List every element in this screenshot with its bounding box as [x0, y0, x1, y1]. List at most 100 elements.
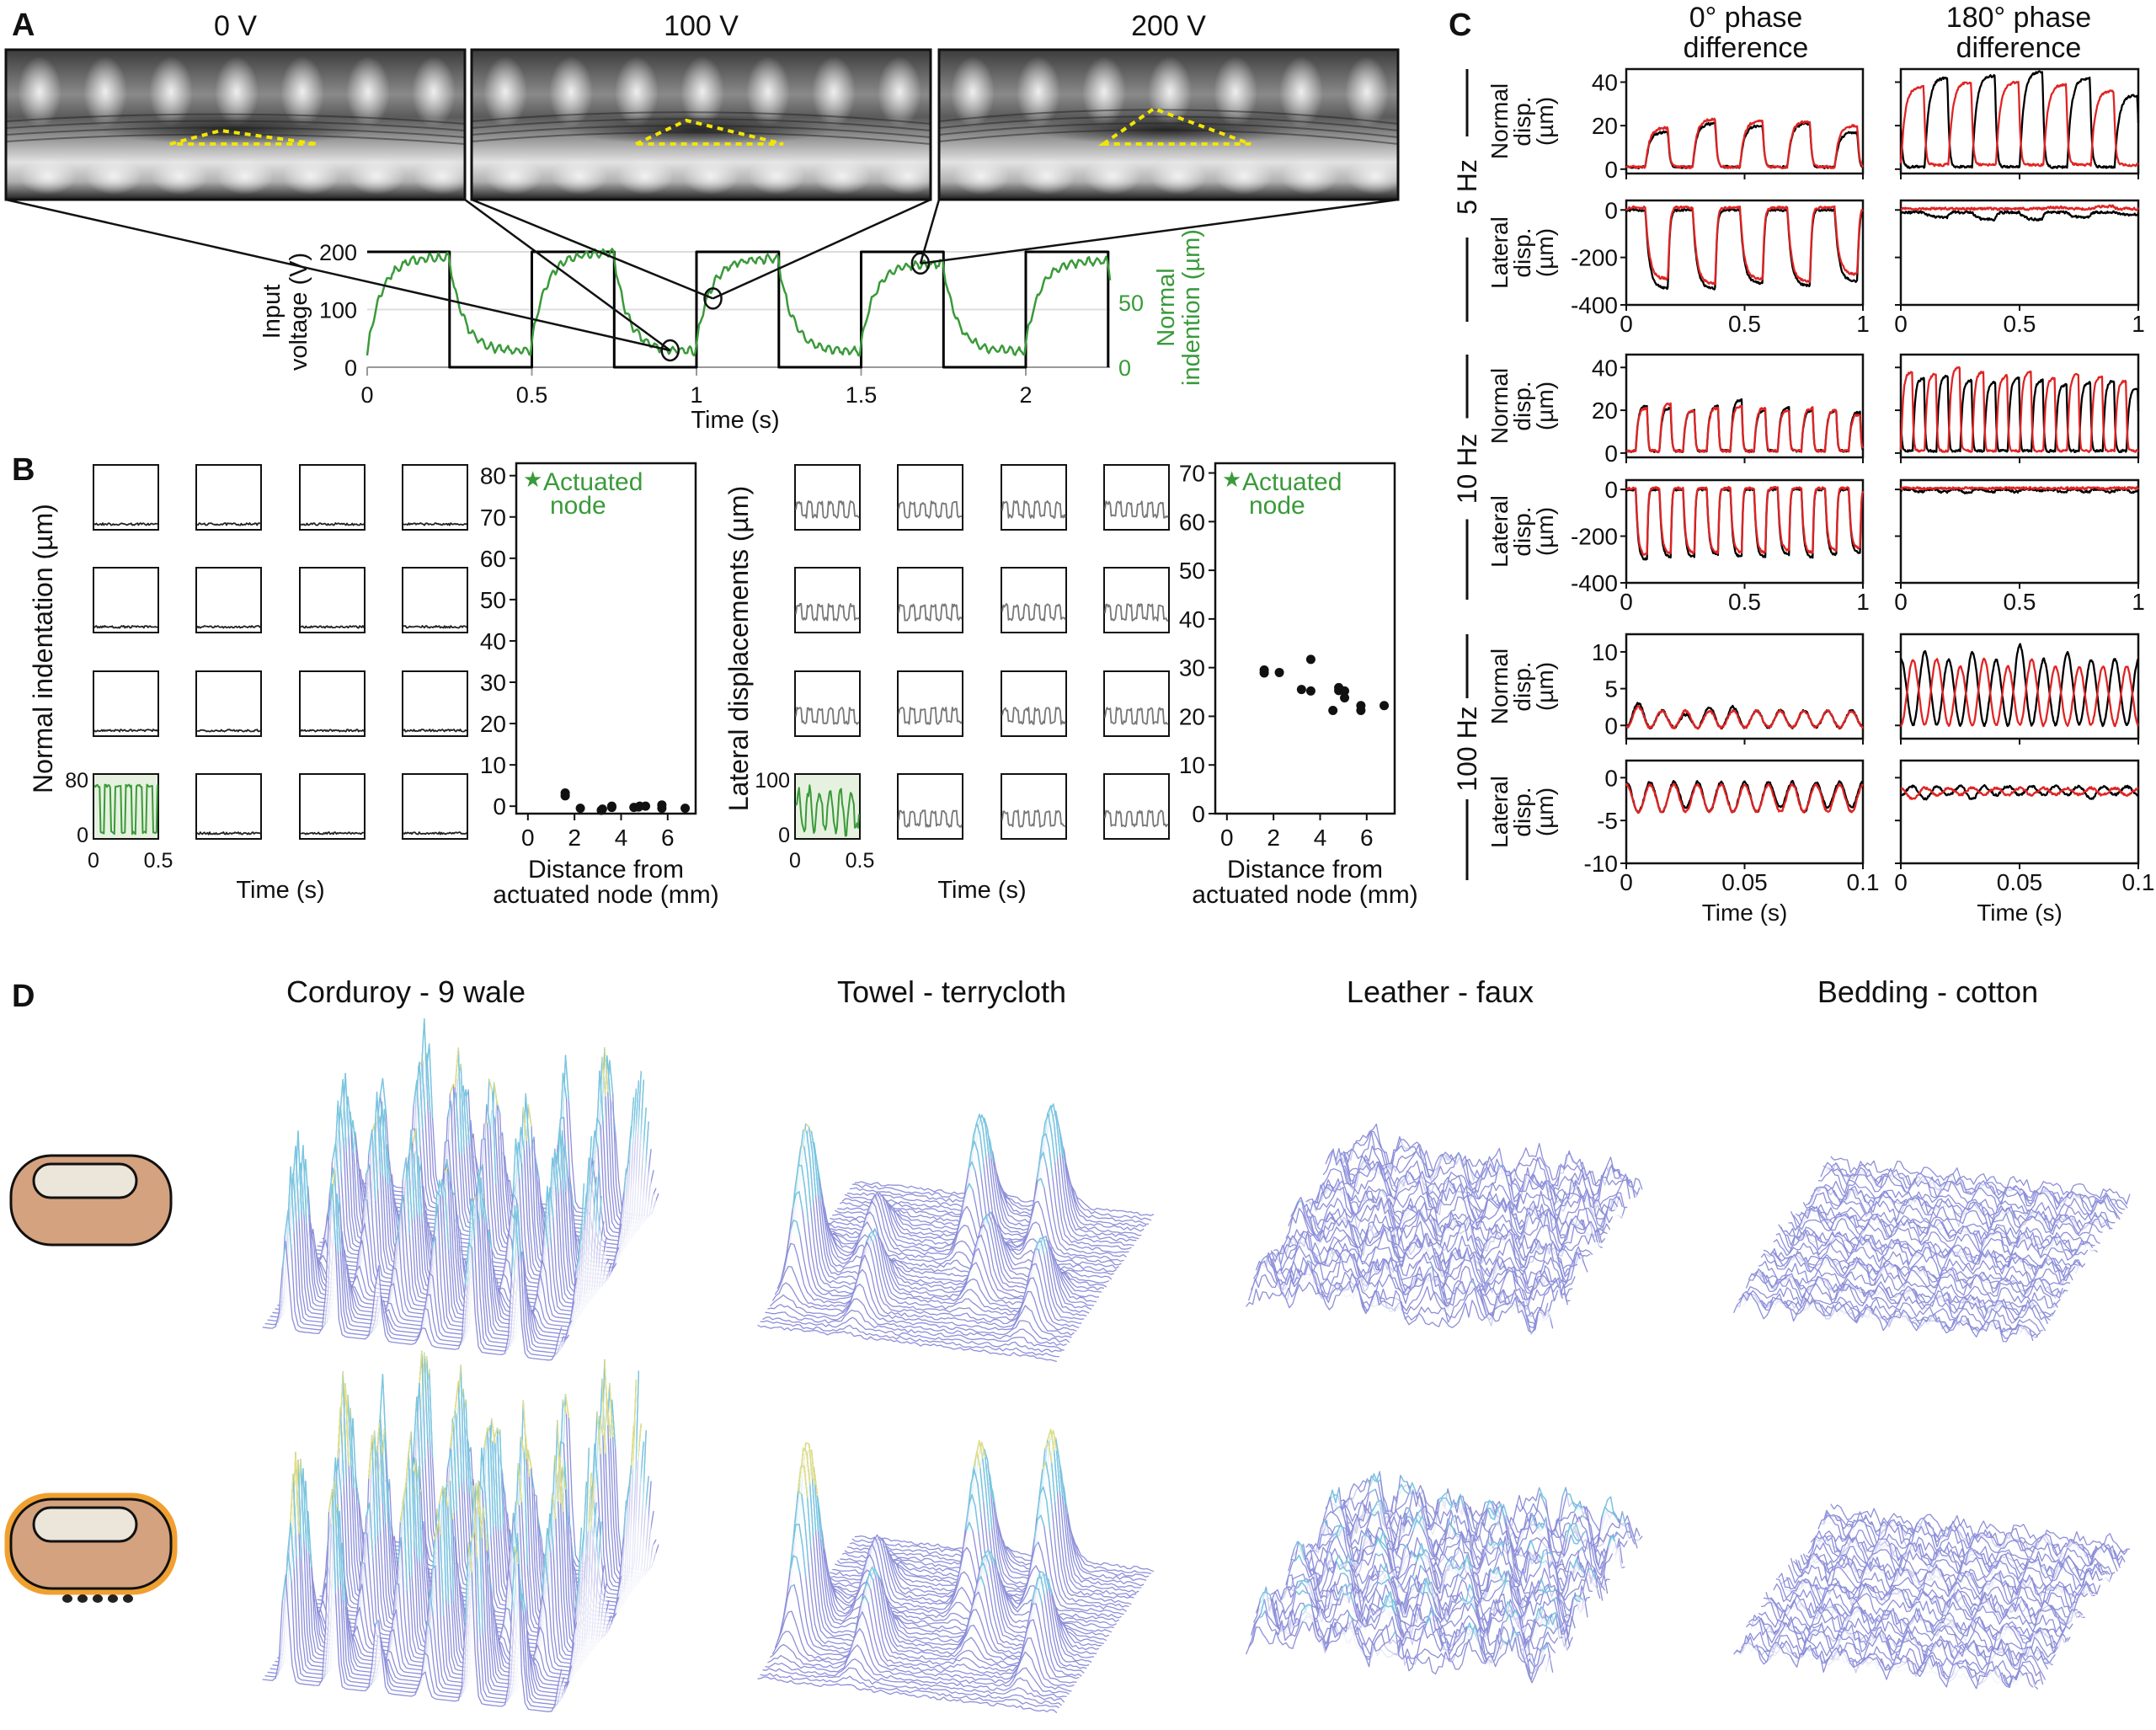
skin-ridge — [5, 120, 466, 131]
surface-peak-line — [552, 1493, 557, 1519]
surface-fill — [777, 1242, 1077, 1332]
thumbnail-frame — [402, 773, 468, 840]
legend-label: Actuated — [1242, 468, 1342, 496]
surface-peak-line — [478, 1481, 483, 1538]
x-axis-label: Distance from — [1227, 856, 1383, 884]
surface-peak-line — [412, 1129, 417, 1144]
surface-peak-line — [797, 1465, 808, 1498]
surface-peak-line — [1342, 1591, 1354, 1603]
y-tick-label: 10 — [480, 752, 506, 778]
surface-peak-line — [1486, 1503, 1505, 1520]
thumbnail-trace — [403, 831, 467, 836]
surface-peak-line — [1371, 1510, 1379, 1517]
surface-peak-line — [965, 1183, 974, 1192]
y-right-tick-label: 50 — [1118, 291, 1144, 316]
surface-peak-line — [1258, 1610, 1266, 1619]
voltage-trace — [367, 250, 1110, 369]
surface-peak-line — [1551, 1611, 1560, 1619]
surface-line — [765, 1309, 1065, 1351]
highlighted-thumbnail — [93, 773, 159, 840]
pin-blob — [814, 158, 871, 195]
surface-peak-line — [517, 1463, 522, 1503]
pin-blob — [1150, 158, 1207, 195]
sensor-node-dot — [108, 1594, 118, 1603]
surface-fill — [757, 1325, 1057, 1362]
y-right-axis-label: indention (µm) — [1178, 229, 1205, 386]
thumbnail — [794, 670, 861, 737]
sensor-node-dot — [77, 1594, 88, 1603]
thumbnail — [1001, 670, 1067, 737]
pin-blob — [485, 158, 542, 195]
y-tick-label: 100 — [319, 298, 357, 323]
surface-peak-line — [1418, 1549, 1430, 1556]
x-tick-label: 0.5 — [1728, 589, 1761, 615]
pin-blob — [83, 56, 127, 127]
surface-line — [1811, 1187, 2111, 1231]
surface-peak-line — [1348, 1553, 1353, 1566]
surface-peak-line — [467, 1542, 472, 1572]
surface-peak-line — [792, 1191, 803, 1211]
surface-peak-line — [1466, 1626, 1475, 1631]
thumbnail-trace — [1001, 603, 1066, 622]
texture-surface — [262, 1017, 659, 1362]
zoom-connector — [471, 198, 714, 300]
x-axis-label: Distance from — [528, 856, 684, 884]
surface-peak-line — [965, 1521, 974, 1532]
x-tick-label: 0.5 — [516, 382, 548, 408]
thumbnail — [794, 464, 861, 531]
scatter-point — [606, 801, 616, 811]
surface-peak-line — [286, 1522, 295, 1569]
x-tick-label: 0 — [1620, 311, 1633, 337]
sensor-node-dot — [93, 1594, 103, 1603]
y-tick-label: -200 — [1571, 245, 1618, 271]
surface-peak-line — [420, 1017, 429, 1102]
surface-peak-line — [378, 1374, 387, 1450]
pin-blob — [1279, 56, 1323, 127]
x-tick-label: 2 — [568, 825, 581, 851]
surface-line — [757, 1324, 1057, 1363]
thumbnail — [897, 773, 963, 840]
surface-fill — [1246, 1614, 1545, 1713]
surface-peak-line — [1301, 1604, 1312, 1612]
surface-line — [1733, 1637, 2034, 1690]
thumbnail — [794, 567, 861, 633]
surface-line — [757, 1676, 1058, 1714]
column-title: difference — [1956, 32, 2082, 64]
surface-peak-line — [1460, 1494, 1465, 1508]
thumbnail-trace — [795, 784, 860, 837]
y-tick-label: 0 — [778, 824, 790, 847]
surface-peak-line — [1505, 1614, 1510, 1621]
surface-peak-line — [449, 1084, 454, 1094]
texture-title: Bedding - cotton — [1817, 974, 2038, 1009]
thumbnail — [195, 567, 262, 633]
y-right-axis-label: Normal — [1153, 268, 1180, 346]
surface-peak-line — [982, 1215, 990, 1226]
thumbnail — [1001, 773, 1067, 840]
surface-peak-line — [979, 1562, 988, 1575]
surface-peak-line — [472, 1195, 478, 1200]
surface-fill — [760, 1321, 1059, 1359]
x-tick-label: 0.5 — [1728, 311, 1761, 337]
surface-peak-line — [1033, 1577, 1045, 1596]
surface-peak-line — [1430, 1606, 1436, 1616]
surface-peak-line — [1326, 1551, 1331, 1554]
texture-surface — [1246, 1471, 1643, 1713]
star-icon: ★ — [1222, 467, 1241, 492]
thumbnail-frame — [402, 670, 468, 737]
surface-peak-line — [1369, 1499, 1385, 1515]
surface-peak-line — [977, 1576, 985, 1587]
phase-plot — [1895, 633, 2140, 745]
surface-peak-line — [375, 1620, 380, 1625]
surface-line — [1773, 1583, 2073, 1634]
row-label: Normal — [1486, 649, 1513, 724]
y-tick-label: 80 — [480, 463, 506, 489]
surface-peak-line — [1504, 1609, 1519, 1618]
pin-blob — [1347, 158, 1404, 195]
thumbnail-frame — [1001, 464, 1067, 531]
surface-peak-line — [799, 1447, 811, 1485]
surface-peak-line — [328, 1183, 337, 1244]
surface-line — [1802, 1542, 2103, 1590]
surface-peak-line — [1041, 1113, 1056, 1163]
surface-peak-line — [1501, 1507, 1506, 1524]
surface-peak-line — [511, 1138, 520, 1210]
